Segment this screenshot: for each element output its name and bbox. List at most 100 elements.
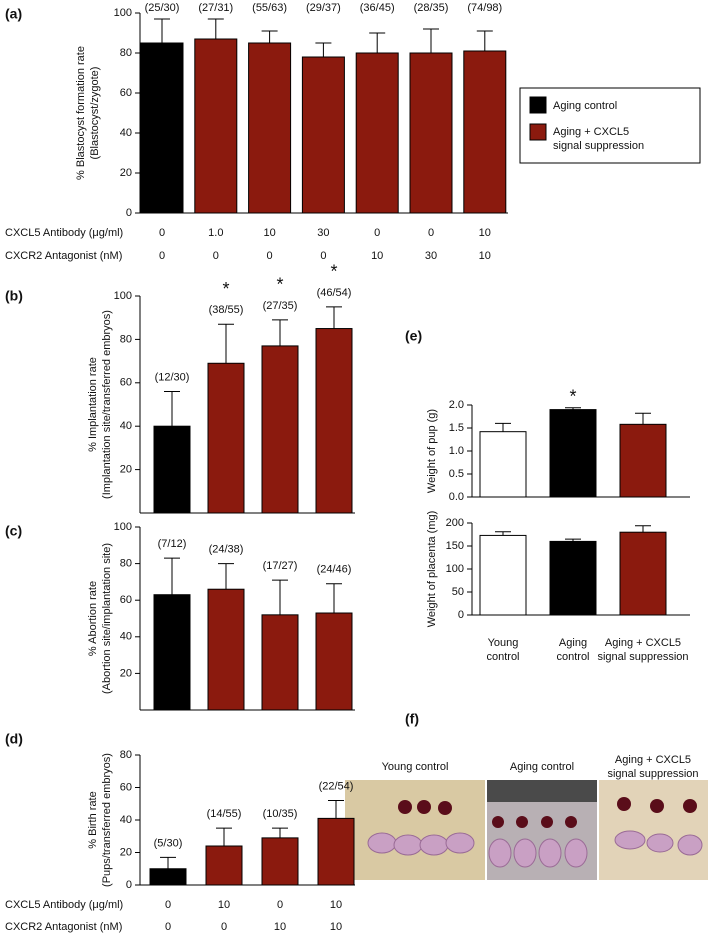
y-tick-label: 20 — [120, 846, 132, 858]
y-tick-label: 1.5 — [449, 422, 464, 434]
bar — [153, 594, 191, 711]
annotation: (22/54) — [319, 780, 354, 792]
y-axis-label: % Birth rate (Pups/transferred embryos) — [87, 753, 113, 887]
bar — [248, 42, 292, 214]
photo-band — [487, 780, 597, 802]
bar — [355, 52, 399, 214]
photos — [345, 780, 708, 880]
annotation: (55/63) — [252, 2, 287, 14]
error-bar — [272, 579, 288, 615]
y-tick-label: 2.0 — [449, 399, 464, 411]
bar — [479, 431, 527, 498]
bar — [205, 845, 243, 886]
annotation: (27/35) — [263, 300, 298, 312]
y-tick-label: 40 — [120, 420, 132, 432]
annotation: (7/12) — [158, 538, 187, 550]
y-axis-label: Weight of pup (g) — [426, 409, 438, 493]
photo — [345, 780, 485, 880]
y-tick-label: 80 — [120, 333, 132, 345]
error-bar — [315, 42, 332, 57]
panel-label: (e) — [405, 328, 422, 344]
y-tick-label: 150 — [446, 540, 464, 552]
y-tick-label: 100 — [114, 290, 132, 302]
y-tick-label: 0.0 — [449, 491, 464, 503]
y-tick-label: 80 — [120, 47, 132, 59]
table-cell: 0 — [159, 227, 165, 239]
table-cell: 0 — [159, 250, 165, 262]
bar — [149, 868, 187, 886]
annotation: (25/30) — [145, 2, 180, 14]
y-tick-label: 0.5 — [449, 468, 464, 480]
annotation: (27/31) — [198, 2, 233, 14]
annotation: (36/45) — [360, 2, 395, 14]
error-bar — [495, 422, 511, 432]
y-tick-label: 80 — [120, 749, 132, 761]
error-bar — [423, 28, 439, 53]
table-cell: 10 — [218, 899, 230, 911]
annotation: (12/30) — [155, 371, 190, 383]
error-bar — [326, 583, 342, 614]
legend-swatch — [529, 123, 547, 141]
annotation: (46/54) — [317, 287, 352, 299]
panel-label: (f) — [405, 711, 419, 727]
significance-star: * — [276, 275, 283, 295]
y-tick-label: 0 — [126, 207, 132, 219]
legend-swatch — [529, 96, 547, 114]
y-tick-label: 20 — [120, 167, 132, 179]
annotation: (74/98) — [467, 2, 502, 14]
bar — [479, 534, 527, 616]
legend-box — [519, 87, 701, 164]
y-tick-label: 50 — [452, 586, 464, 598]
table-row-label: CXCR2 Antagonist (nM) — [5, 921, 122, 933]
table-cell: 10 — [479, 250, 491, 262]
table-row-label: CXCL5 Antibody (μg/ml) — [5, 227, 123, 239]
table-cell: 10 — [274, 921, 286, 933]
error-bar — [164, 557, 180, 595]
annotation: (29/37) — [306, 2, 341, 14]
y-tick-label: 60 — [120, 781, 132, 793]
error-bar — [154, 18, 170, 43]
error-bar — [216, 827, 232, 846]
table-cell: 0 — [165, 899, 171, 911]
y-tick-label: 100 — [446, 563, 464, 575]
table-cell: 1.0 — [208, 227, 223, 239]
table-cell: 0 — [267, 250, 273, 262]
bar — [409, 52, 453, 214]
table-cell: 30 — [425, 250, 437, 262]
bar — [619, 423, 667, 498]
table-cell: 10 — [371, 250, 383, 262]
panel-label: (c) — [5, 523, 22, 539]
significance-star: * — [569, 387, 576, 407]
table-cell: 0 — [320, 250, 326, 262]
y-tick-label: 80 — [120, 558, 132, 570]
error-bar — [261, 30, 278, 43]
photo-label: Aging control — [510, 761, 574, 773]
x-tick-label: Young control — [486, 637, 519, 663]
annotation: (10/35) — [263, 808, 298, 820]
y-tick-label: 1.0 — [449, 445, 464, 457]
bar — [301, 56, 345, 214]
y-axis-label: % Implantation rate (Implantation site/tr… — [87, 310, 113, 499]
bar — [317, 817, 355, 886]
table-cell: 10 — [330, 899, 342, 911]
error-bar — [369, 32, 386, 53]
annotation: (5/30) — [154, 837, 183, 849]
y-tick-label: 0 — [458, 609, 464, 621]
error-bar — [160, 856, 176, 869]
annotation: (24/46) — [317, 564, 352, 576]
table-cell: 30 — [317, 227, 329, 239]
y-tick-label: 200 — [446, 517, 464, 529]
bar — [315, 612, 353, 711]
table-cell: 0 — [213, 250, 219, 262]
placentas — [398, 797, 697, 828]
error-bar — [635, 412, 651, 425]
error-bar — [328, 800, 344, 819]
y-tick-label: 60 — [120, 377, 132, 389]
pups — [367, 830, 703, 868]
annotation: (24/38) — [209, 544, 244, 556]
y-tick-label: 40 — [120, 814, 132, 826]
table-cell: 0 — [221, 921, 227, 933]
annotation: (14/55) — [207, 808, 242, 820]
